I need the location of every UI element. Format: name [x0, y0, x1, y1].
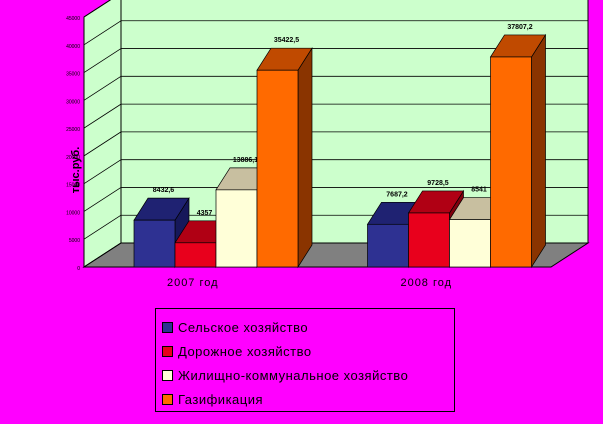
legend: Сельское хозяйство Дорожное хозяйство Жи… — [155, 308, 455, 412]
data-label: 7687,2 — [386, 191, 408, 198]
legend-label: Жилищно-коммунальное хозяйство — [178, 367, 409, 383]
bar — [449, 219, 491, 268]
bar — [367, 223, 409, 268]
legend-swatch — [162, 345, 173, 357]
bar — [174, 242, 217, 268]
x-tick-label: 2008 год — [400, 277, 452, 289]
y-tick-label: 25000 — [66, 127, 80, 133]
y-tick-label: 20000 — [66, 155, 80, 161]
gridline-side — [83, 75, 122, 101]
bar — [256, 69, 299, 268]
gridline-side — [83, 20, 122, 46]
gridline-side — [83, 187, 122, 212]
data-label: 4357 — [197, 210, 213, 217]
data-label: 9728,5 — [427, 180, 449, 187]
legend-item: Дорожное хозяйство — [162, 339, 454, 363]
gridline-side — [83, 0, 111, 18]
y-tick-label: 45000 — [66, 16, 80, 22]
data-label: 8432,6 — [153, 187, 175, 194]
y-tick-label: 10000 — [66, 210, 80, 216]
data-label: 8541 — [471, 187, 487, 194]
legend-item: Жилищно-коммунальное хозяйство — [162, 363, 454, 387]
y-tick-label: 0 — [77, 266, 80, 272]
y-axis-label: тыс.руб. — [70, 146, 82, 194]
data-label: 37807,2 — [507, 24, 532, 31]
y-tick-label: 30000 — [66, 99, 80, 105]
bar-side — [297, 47, 313, 269]
data-label: 13886,1 — [233, 157, 258, 164]
gridline-side — [83, 242, 122, 268]
bar — [133, 219, 176, 268]
x-tick-label: 2007 год — [167, 277, 219, 289]
y-tick-label: 5000 — [69, 238, 80, 244]
bar — [490, 56, 532, 268]
gridline-side — [83, 48, 122, 73]
legend-swatch — [162, 369, 173, 381]
y-tick-label: 40000 — [66, 44, 80, 50]
data-label: 35422,5 — [274, 37, 299, 44]
legend-swatch — [162, 321, 173, 333]
y-tick-label: 15000 — [66, 183, 80, 189]
bar — [215, 189, 258, 268]
bar-side — [531, 33, 546, 269]
legend-label: Дорожное хозяйство — [178, 343, 312, 359]
bar — [408, 212, 450, 268]
y-tick-label: 35000 — [66, 72, 80, 78]
gridline-side — [83, 131, 122, 157]
gridline-side — [83, 159, 122, 185]
gridline-side — [83, 214, 122, 240]
legend-label: Сельское хозяйство — [178, 319, 309, 335]
legend-swatch — [162, 393, 173, 405]
legend-item: Сельское хозяйство — [162, 315, 454, 339]
legend-label: Газификация — [178, 391, 264, 407]
gridline-side — [83, 103, 122, 129]
legend-item: Газификация — [162, 387, 454, 411]
